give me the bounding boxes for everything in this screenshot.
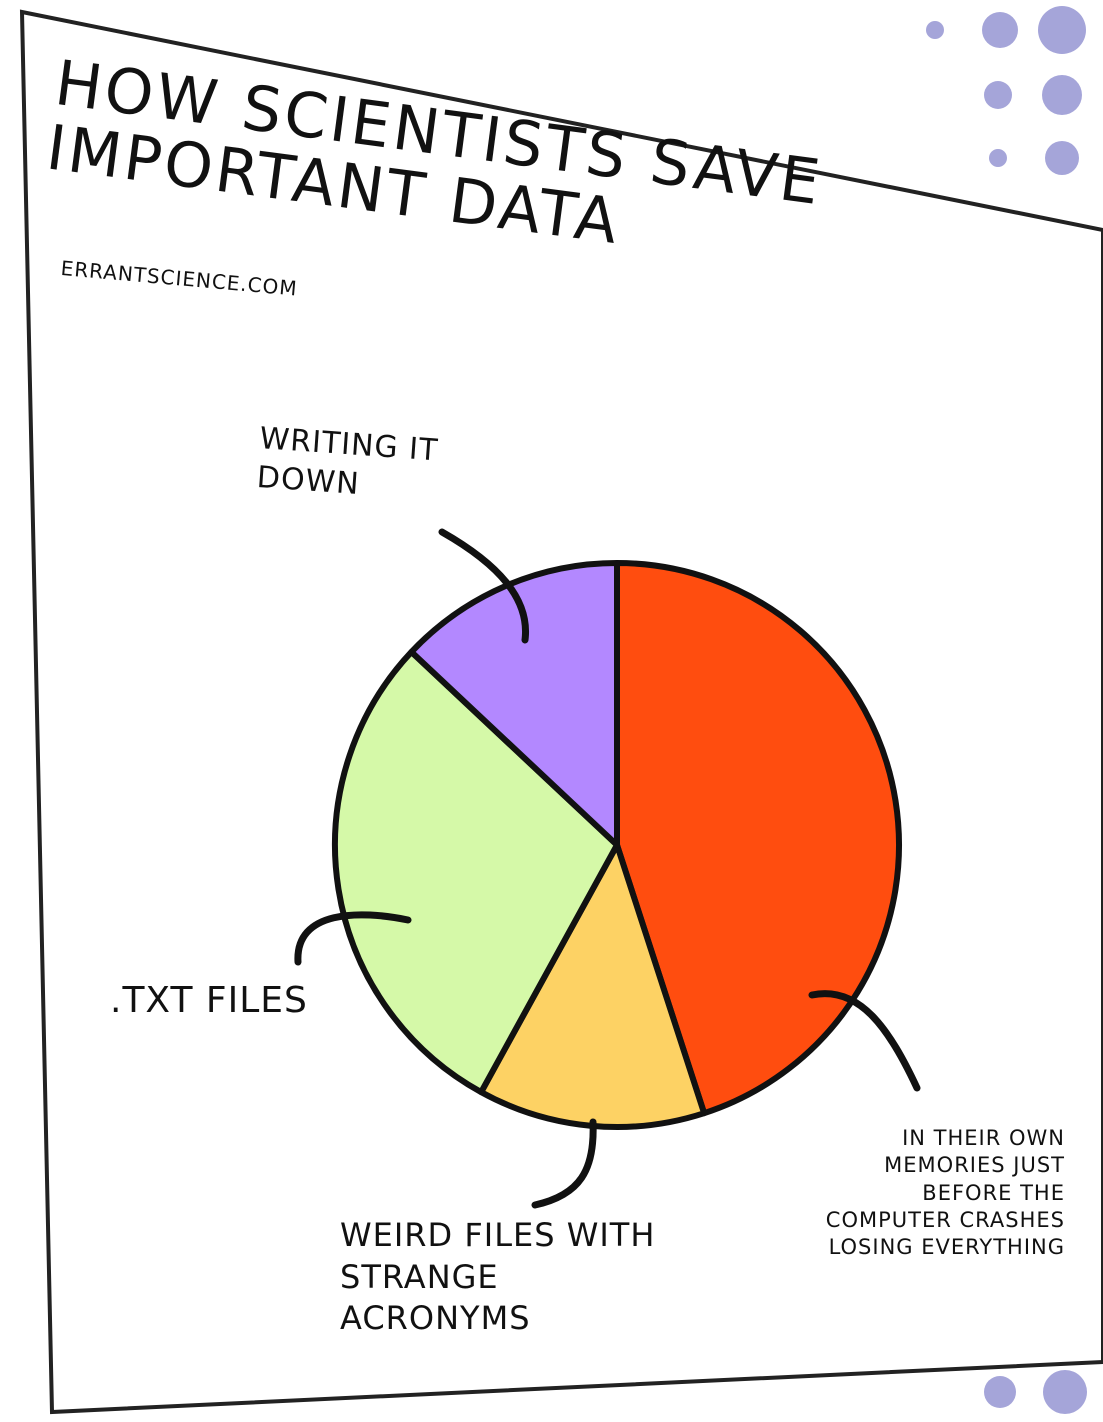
slice-label: .TXT FILES: [110, 980, 308, 1021]
pie-slice: [614, 560, 902, 1117]
pie: [332, 560, 902, 1130]
slice-label: IN THEIR OWN MEMORIES JUST BEFORE THE CO…: [825, 1126, 1065, 1260]
leader-lines: [294, 528, 921, 1209]
pie-slice: [332, 648, 620, 1096]
decor-dots: [926, 6, 1087, 1414]
slice-label: WEIRD FILES WITH STRANGE ACRONYMS: [340, 1216, 656, 1338]
